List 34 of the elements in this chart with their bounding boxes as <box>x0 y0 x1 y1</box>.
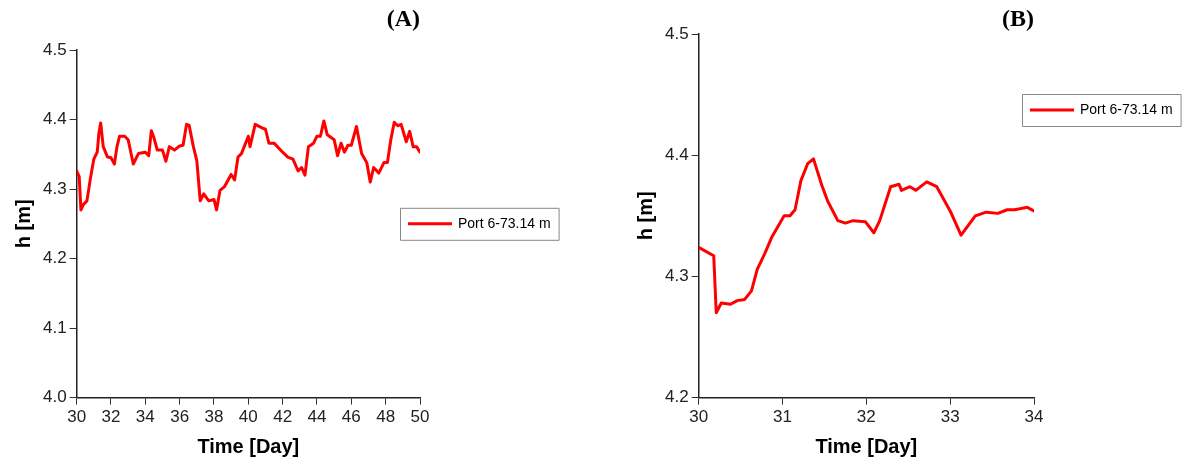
y-tick-label: 4.4 <box>42 109 67 129</box>
chart-title: (B) <box>1002 5 1034 32</box>
x-tick-label: 40 <box>238 407 258 427</box>
legend-label: Port 6-73.14 m <box>458 214 551 231</box>
y-tick-label: 4.2 <box>664 387 689 407</box>
x-tick-label: 33 <box>940 407 960 427</box>
y-axis-title: h [m] <box>11 199 34 249</box>
y-tick-label: 4.3 <box>42 178 67 198</box>
x-tick-label: 32 <box>101 407 121 427</box>
x-tick-label: 48 <box>376 407 396 427</box>
y-tick-label: 4.2 <box>42 248 67 268</box>
x-tick-label: 30 <box>67 407 87 427</box>
x-tick-label: 32 <box>856 407 876 427</box>
x-tick-label: 34 <box>1024 407 1044 427</box>
x-tick-label: 38 <box>204 407 224 427</box>
x-tick-label: 31 <box>773 407 792 427</box>
x-tick-label: 34 <box>135 407 155 427</box>
y-tick-label: 4.5 <box>42 39 67 59</box>
y-tick-label: 4.3 <box>664 266 689 286</box>
y-tick-label: 4.0 <box>42 387 67 407</box>
x-tick-label: 50 <box>410 407 430 427</box>
x-tick-label: 36 <box>170 407 190 427</box>
x-tick-label: 46 <box>341 407 361 427</box>
x-axis-title: Time [Day] <box>197 434 300 457</box>
y-tick-label: 4.4 <box>664 144 689 164</box>
chart-title: (A) <box>386 5 420 32</box>
x-tick-label: 42 <box>273 407 293 427</box>
x-tick-label: 30 <box>689 407 709 427</box>
legend-label: Port 6-73.14 m <box>1080 100 1173 117</box>
y-tick-label: 4.5 <box>664 23 689 43</box>
x-tick-label: 44 <box>307 407 327 427</box>
y-axis-title: h [m] <box>633 191 656 241</box>
x-axis-title: Time [Day] <box>815 434 918 457</box>
y-tick-label: 4.1 <box>42 317 67 337</box>
